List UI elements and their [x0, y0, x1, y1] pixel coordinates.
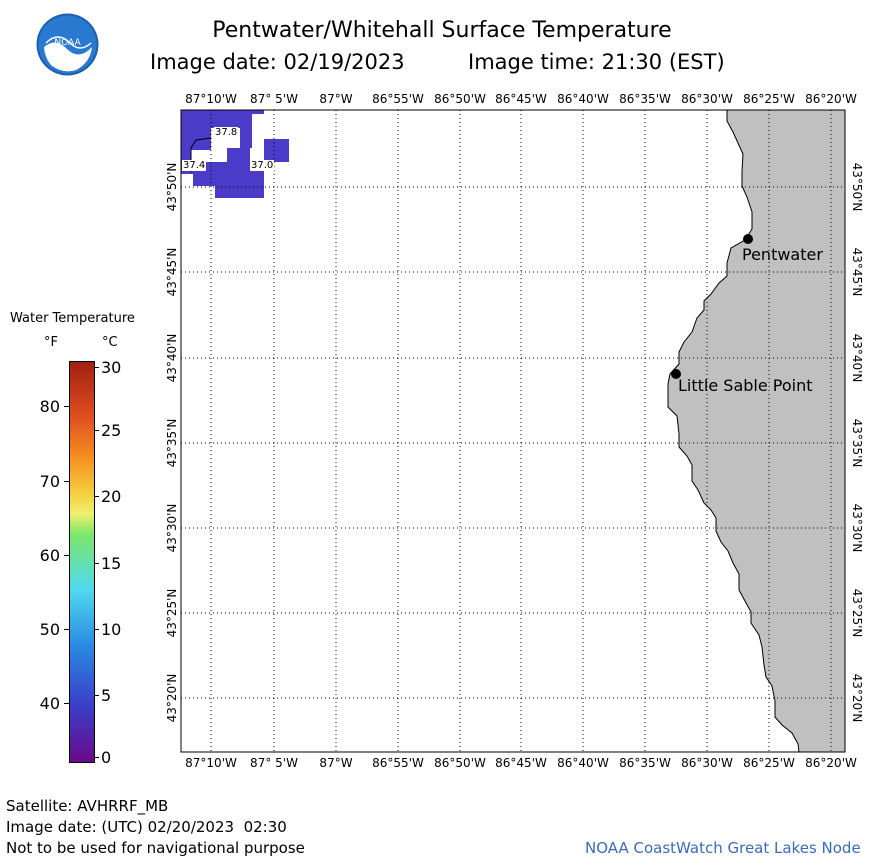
lon-label-top: 86°40'W — [557, 92, 609, 106]
lon-label-bottom: 86°50'W — [434, 756, 486, 770]
lat-label-left: 43°50'N — [165, 162, 179, 212]
f-tick-line — [64, 629, 69, 630]
page-title: Pentwater/Whitehall Surface Temperature — [212, 18, 672, 43]
c-tick-label: 5 — [101, 686, 112, 705]
f-tick-label: 80 — [39, 397, 60, 416]
c-tick-line — [94, 367, 99, 368]
c-tick-line — [94, 563, 99, 564]
noaa-logo-text: NOAA — [54, 38, 81, 48]
lon-label-bottom: 86°45'W — [495, 756, 547, 770]
pentwater-marker — [743, 234, 753, 244]
water-temperature-cells — [181, 110, 289, 198]
lon-label-bottom: 87°10'W — [185, 756, 237, 770]
lat-label-left: 43°20'N — [165, 673, 179, 723]
navigation-disclaimer: Not to be used for navigational purpose — [6, 839, 305, 857]
image-time-local: Image time: 21:30 (EST) — [468, 50, 725, 74]
lon-label-top: 86°25'W — [743, 92, 795, 106]
f-tick-label: 40 — [39, 694, 60, 713]
lat-label-right: 43°40'N — [850, 333, 864, 383]
lon-label-top: 86°55'W — [372, 92, 424, 106]
lat-label-left: 43°35'N — [165, 418, 179, 468]
lon-label-bottom: 87°W — [319, 756, 353, 770]
lat-label-right: 43°35'N — [850, 418, 864, 468]
lon-label-top: 87°10'W — [185, 92, 237, 106]
lat-label-right: 43°20'N — [850, 673, 864, 723]
lat-label-left: 43°45'N — [165, 247, 179, 297]
lon-label-top: 86°50'W — [434, 92, 486, 106]
c-tick-line — [94, 430, 99, 431]
lat-label-left: 43°30'N — [165, 503, 179, 553]
c-tick-label: 30 — [101, 358, 122, 377]
temp-label-3: 37.0 — [250, 160, 275, 171]
c-tick-line — [94, 695, 99, 696]
pentwater-label: Pentwater — [742, 245, 823, 264]
lon-label-top: 87°W — [319, 92, 353, 106]
little-sable-point-marker — [671, 369, 681, 379]
land-area — [667, 109, 846, 753]
lat-label-left: 43°25'N — [165, 588, 179, 638]
coastwatch-credit: NOAA CoastWatch Great Lakes Node — [585, 839, 861, 857]
lat-label-right: 43°45'N — [850, 247, 864, 297]
f-tick-line — [64, 406, 69, 407]
lon-label-bottom: 86°55'W — [372, 756, 424, 770]
lon-label-bottom: 87° 5'W — [250, 756, 298, 770]
c-tick-line — [94, 629, 99, 630]
lon-label-bottom: 86°30'W — [681, 756, 733, 770]
noaa-logo: NOAA — [36, 13, 99, 76]
legend-unit-c: °C — [102, 335, 118, 350]
c-tick-label: 10 — [101, 620, 122, 639]
c-tick-line — [94, 757, 99, 758]
lat-label-right: 43°25'N — [850, 588, 864, 638]
lat-label-left: 43°40'N — [165, 333, 179, 383]
color-scale-bar — [69, 361, 95, 763]
lon-label-top: 86°45'W — [495, 92, 547, 106]
f-tick-label: 60 — [39, 546, 60, 565]
lon-label-top: 87° 5'W — [250, 92, 298, 106]
c-tick-label: 25 — [101, 421, 122, 440]
c-tick-line — [94, 496, 99, 497]
temp-label-1: 37.8 — [214, 127, 239, 138]
lon-label-top: 86°30'W — [681, 92, 733, 106]
little-sable-point-label: Little Sable Point — [678, 376, 813, 395]
lat-label-right: 43°50'N — [850, 162, 864, 212]
legend-title: Water Temperature — [10, 311, 135, 326]
satellite-info: Satellite: AVHRRF_MB — [6, 797, 169, 815]
lon-label-bottom: 86°35'W — [619, 756, 671, 770]
lon-label-bottom: 86°25'W — [743, 756, 795, 770]
lon-label-bottom: 86°40'W — [557, 756, 609, 770]
lon-label-bottom: 86°20'W — [805, 756, 857, 770]
utc-image-date: Image date: (UTC) 02/20/2023 02:30 — [6, 818, 287, 836]
c-tick-label: 15 — [101, 554, 122, 573]
c-tick-label: 0 — [101, 748, 112, 767]
f-tick-label: 70 — [39, 472, 60, 491]
image-date-local: Image date: 02/19/2023 — [150, 50, 405, 74]
temp-label-2: 37.4 — [182, 160, 207, 171]
f-tick-label: 50 — [39, 620, 60, 639]
lon-label-top: 86°35'W — [619, 92, 671, 106]
legend-unit-f: °F — [44, 335, 58, 350]
map-gridlines — [181, 110, 845, 752]
c-tick-label: 20 — [101, 487, 122, 506]
lon-label-top: 86°20'W — [805, 92, 857, 106]
lat-label-right: 43°30'N — [850, 503, 864, 553]
f-tick-line — [64, 555, 69, 556]
map-border — [180, 109, 846, 753]
f-tick-line — [64, 481, 69, 482]
f-tick-line — [64, 703, 69, 704]
